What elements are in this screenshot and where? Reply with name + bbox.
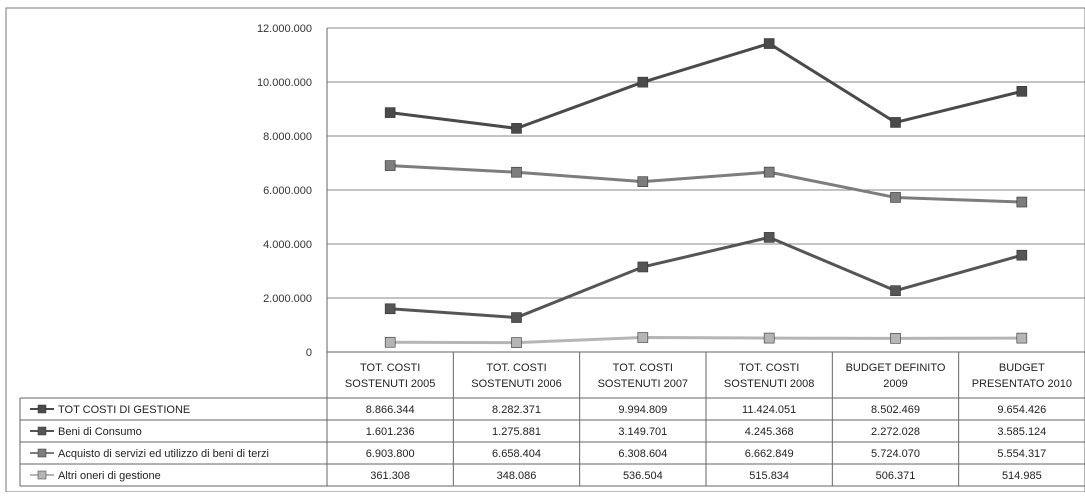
table-value-cell: 6.662.849 <box>745 448 794 460</box>
table-value-cell: 6.903.800 <box>366 448 415 460</box>
data-point-marker <box>890 333 901 344</box>
x-category-label: PRESENTATO 2010 <box>972 378 1072 390</box>
table-value-cell: 8.282.371 <box>492 404 541 416</box>
data-point-marker <box>384 303 396 315</box>
table-value-cell: 6.658.404 <box>492 448 541 460</box>
y-tick-label: 10.000.000 <box>257 77 312 89</box>
table-value-cell: 1.275.881 <box>492 426 541 438</box>
data-point-marker <box>384 160 396 171</box>
table-value-cell: 515.834 <box>749 470 789 482</box>
data-point-marker <box>511 312 522 323</box>
table-value-cell: 506.371 <box>876 470 916 482</box>
data-point-marker <box>890 192 901 203</box>
table-value-cell: 5.724.070 <box>871 448 920 460</box>
data-point-marker <box>384 107 396 118</box>
x-category-label: BUDGET <box>999 362 1045 374</box>
table-value-cell: 11.424.051 <box>742 404 796 416</box>
table-value-cell: 6.308.604 <box>618 448 667 460</box>
data-point-marker <box>1016 332 1028 344</box>
table-value-cell: 4.245.368 <box>745 426 794 438</box>
legend-key-marker <box>37 404 47 414</box>
data-point-marker <box>637 332 649 343</box>
legend-key-marker <box>37 470 47 480</box>
y-tick-label: 6.000.000 <box>263 185 312 197</box>
data-point-marker <box>890 117 901 128</box>
data-point-marker <box>763 232 775 243</box>
x-category-label: TOT. COSTI <box>360 362 420 374</box>
data-point-marker <box>384 336 396 348</box>
chart-frame <box>5 7 1085 493</box>
y-tick-label: 12.000.000 <box>257 23 312 35</box>
table-value-cell: 348.086 <box>497 470 537 482</box>
series-line <box>390 164 1022 204</box>
table-value-cell: 3.149.701 <box>618 426 667 438</box>
legend-label: Beni di Consumo <box>58 426 142 438</box>
data-point-marker <box>511 337 522 348</box>
table-value-cell: 5.554.317 <box>997 448 1046 460</box>
y-tick-label: 4.000.000 <box>263 239 312 251</box>
y-tick-label: 2.000.000 <box>263 293 312 305</box>
data-point-marker <box>637 176 649 187</box>
data-point-marker <box>637 261 649 273</box>
x-category-label: SOSTENUTI 2006 <box>471 378 561 390</box>
legend-label: TOT COSTI DI GESTIONE <box>58 404 190 416</box>
table-value-cell: 9.994.809 <box>618 404 667 416</box>
x-category-label: TOT. COSTI <box>613 362 673 374</box>
legend-label: Altri oneri di gestione <box>58 470 161 482</box>
x-category-label: 2009 <box>883 378 907 390</box>
table-value-cell: 2.272.028 <box>871 426 920 438</box>
x-category-label: TOT. COSTI <box>739 362 799 374</box>
x-category-label: SOSTENUTI 2005 <box>345 378 435 390</box>
data-point-marker <box>763 38 775 49</box>
data-point-marker <box>1016 86 1028 97</box>
legend-label: Acquisto di servizi ed utilizzo di beni … <box>58 448 269 460</box>
data-point-marker <box>637 76 649 88</box>
data-point-marker <box>763 166 775 178</box>
x-category-label: TOT. COSTI <box>486 362 546 374</box>
x-category-label: SOSTENUTI 2007 <box>598 378 688 390</box>
table-value-cell: 8.502.469 <box>871 404 920 416</box>
table-value-cell: 514.985 <box>1002 470 1042 482</box>
table-value-cell: 9.654.426 <box>997 404 1046 416</box>
legend-key-marker <box>37 448 47 458</box>
table-value-cell: 1.601.236 <box>366 426 415 438</box>
y-tick-label: 0 <box>306 347 312 359</box>
series-line <box>390 336 1022 345</box>
x-category-label: BUDGET DEFINITO <box>846 362 946 374</box>
data-point-marker <box>763 332 775 344</box>
table-value-cell: 536.504 <box>623 470 663 482</box>
y-tick-label: 8.000.000 <box>263 131 312 143</box>
data-point-marker <box>1016 249 1028 261</box>
data-point-marker <box>1016 196 1028 208</box>
data-point-marker <box>511 123 522 134</box>
series-line <box>390 235 1023 320</box>
table-value-cell: 361.308 <box>370 470 410 482</box>
data-point-marker <box>511 166 522 178</box>
table-value-cell: 8.866.344 <box>366 404 415 416</box>
table-value-cell: 3.585.124 <box>997 426 1046 438</box>
data-point-marker <box>890 285 901 296</box>
x-category-label: SOSTENUTI 2008 <box>724 378 814 390</box>
legend-key-marker <box>37 426 47 436</box>
series-line <box>389 42 1023 130</box>
